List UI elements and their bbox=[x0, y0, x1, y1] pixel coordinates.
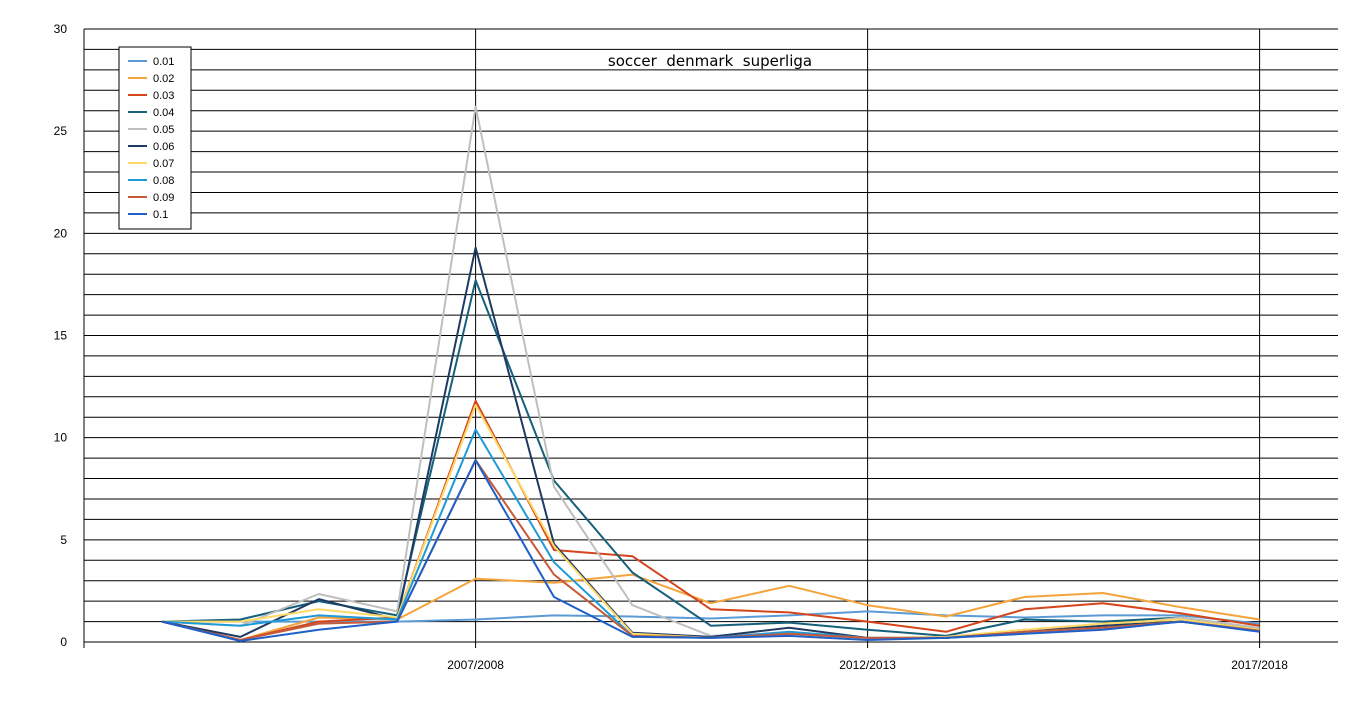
x-tick-label: 2007/2008 bbox=[447, 658, 504, 672]
legend-label: 0.03 bbox=[153, 90, 174, 102]
y-tick-label: 15 bbox=[54, 329, 68, 343]
legend-label: 0.09 bbox=[153, 192, 174, 204]
y-tick-label: 0 bbox=[60, 635, 67, 649]
series-line-0-02 bbox=[161, 573, 1260, 641]
y-tick-label: 20 bbox=[54, 226, 68, 240]
grid-lines bbox=[84, 28, 1338, 648]
legend-label: 0.05 bbox=[153, 124, 174, 136]
axes: 0 5 10 15 20 25 30 2007/2008 2012/2013 2017/2018 bbox=[54, 22, 1338, 672]
series-line-0-01 bbox=[162, 610, 1260, 625]
legend-label: 0.06 bbox=[153, 141, 174, 153]
legend-label: 0.04 bbox=[153, 107, 174, 119]
x-tick-label: 2017/2018 bbox=[1231, 658, 1288, 672]
legend-label: 0.08 bbox=[153, 175, 174, 187]
y-tick-label: 30 bbox=[54, 22, 68, 36]
y-tick-label: 25 bbox=[54, 124, 68, 138]
legend-label: 0.1 bbox=[153, 209, 168, 221]
series-line-0-05 bbox=[161, 105, 1260, 639]
legend-label: 0.07 bbox=[153, 158, 174, 170]
chart-title: soccer denmark superliga bbox=[608, 52, 812, 70]
y-tick-label: 10 bbox=[54, 431, 68, 445]
series-line-0-1 bbox=[161, 459, 1260, 642]
legend-label: 0.01 bbox=[153, 56, 174, 68]
series-line-0-09 bbox=[161, 459, 1260, 641]
legend: 0.01 0.02 0.03 0.04 0.05 0.06 0.07 0.08 0.09 0.1 bbox=[118, 46, 192, 230]
legend-label: 0.02 bbox=[153, 73, 174, 85]
series-lines bbox=[161, 105, 1260, 642]
series-line-0-06 bbox=[161, 246, 1260, 639]
y-tick-label: 5 bbox=[60, 533, 67, 547]
series-line-0-08 bbox=[161, 428, 1260, 639]
series-line-0-03 bbox=[161, 399, 1260, 641]
x-tick-label: 2012/2013 bbox=[839, 658, 896, 672]
